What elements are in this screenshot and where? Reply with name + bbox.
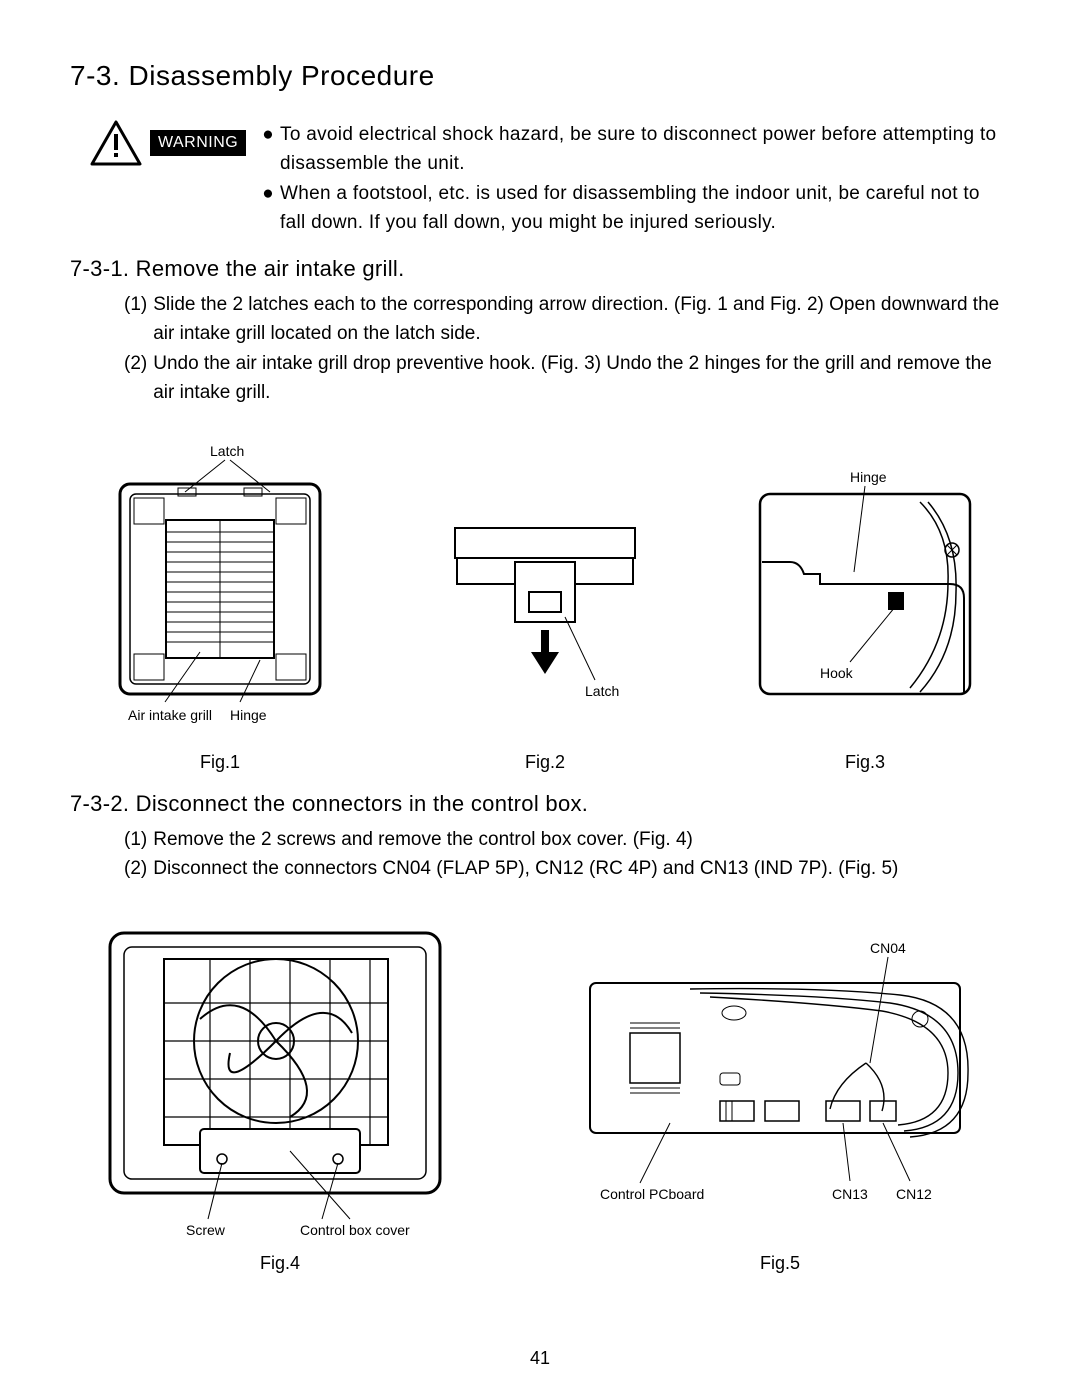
- label-screw: Screw: [186, 1222, 226, 1238]
- page-number: 41: [0, 1348, 1080, 1369]
- figures-row-2: Screw Control box cover Fig.4 CN04: [70, 923, 1010, 1274]
- fig4-diagram-icon: Screw Control box cover: [90, 923, 470, 1243]
- warning-badge: WARNING: [150, 130, 246, 156]
- label-cn13: CN13: [832, 1186, 868, 1202]
- label-hook: Hook: [820, 665, 854, 681]
- warning-text: ● To avoid electrical shock hazard, be s…: [262, 120, 1010, 238]
- figure-5: CN04: [570, 923, 990, 1274]
- fig1-diagram-icon: Latch: [100, 442, 340, 742]
- label-cn04: CN04: [870, 940, 906, 956]
- figures-row-1: Latch: [70, 442, 1010, 773]
- step-number: (1): [124, 290, 147, 349]
- bullet-icon: ●: [262, 179, 274, 238]
- section-7-3-2-steps: (1) Remove the 2 screws and remove the c…: [70, 825, 1010, 884]
- fig2-caption: Fig.2: [525, 752, 565, 773]
- warning-bullet-2: When a footstool, etc. is used for disas…: [280, 179, 1010, 238]
- fig4-caption: Fig.4: [260, 1253, 300, 1274]
- warning-left: WARNING: [90, 120, 246, 166]
- step-text: Slide the 2 latches each to the correspo…: [153, 290, 1010, 349]
- label-hinge: Hinge: [230, 707, 267, 723]
- label-cn12: CN12: [896, 1186, 932, 1202]
- fig3-diagram-icon: Hinge Hook: [750, 442, 980, 742]
- label-latch: Latch: [210, 443, 244, 459]
- step-text: Undo the air intake grill drop preventiv…: [153, 349, 1010, 408]
- fig3-caption: Fig.3: [845, 752, 885, 773]
- label-air-intake: Air intake grill: [128, 707, 212, 723]
- label-hinge: Hinge: [850, 469, 887, 485]
- step-number: (1): [124, 825, 147, 854]
- step-text: Disconnect the connectors CN04 (FLAP 5P)…: [153, 854, 1010, 883]
- warning-triangle-icon: [90, 120, 142, 166]
- fig5-diagram-icon: CN04: [570, 923, 990, 1243]
- section-7-3-1-steps: (1) Slide the 2 latches each to the corr…: [70, 290, 1010, 408]
- step-number: (2): [124, 349, 147, 408]
- step-number: (2): [124, 854, 147, 883]
- label-latch: Latch: [585, 683, 619, 699]
- fig5-caption: Fig.5: [760, 1253, 800, 1274]
- figure-3: Hinge Hook Fig.3: [750, 442, 980, 773]
- fig2-diagram-icon: Latch: [435, 442, 655, 742]
- step-text: Remove the 2 screws and remove the contr…: [153, 825, 1010, 854]
- section-7-3-1-title: 7-3-1. Remove the air intake grill.: [70, 256, 1010, 282]
- label-pcb: Control PCboard: [600, 1186, 704, 1202]
- label-cover: Control box cover: [300, 1222, 410, 1238]
- warning-block: WARNING ● To avoid electrical shock haza…: [70, 120, 1010, 238]
- warning-bullet-1: To avoid electrical shock hazard, be sur…: [280, 120, 1010, 179]
- figure-4: Screw Control box cover Fig.4: [90, 923, 470, 1274]
- figure-2: Latch Fig.2: [435, 442, 655, 773]
- bullet-icon: ●: [262, 120, 274, 179]
- section-7-3-2-title: 7-3-2. Disconnect the connectors in the …: [70, 791, 1010, 817]
- figure-1: Latch: [100, 442, 340, 773]
- page-title: 7-3. Disassembly Procedure: [70, 60, 1010, 92]
- fig1-caption: Fig.1: [200, 752, 240, 773]
